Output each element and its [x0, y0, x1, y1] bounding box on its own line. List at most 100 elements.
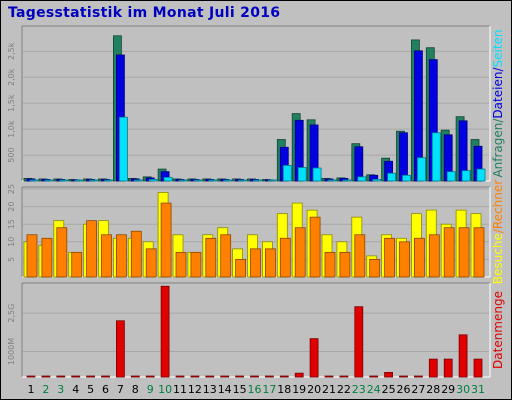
bar-datenmenge-day-16	[250, 375, 259, 378]
bar-seiten-day-24	[372, 179, 382, 182]
bar-datenmenge-day-23	[354, 306, 364, 378]
bar-seiten-day-31	[476, 168, 486, 182]
x-tick-label-day-6: 6	[102, 383, 109, 396]
x-tick-label-day-27: 27	[411, 383, 425, 396]
y-tick-label: 1000M	[7, 338, 16, 365]
x-tick-label-day-14: 14	[218, 383, 232, 396]
bar-rechner-day-10	[160, 202, 172, 278]
bar-seiten-day-18	[282, 165, 292, 182]
bar-rechner-day-7	[116, 234, 127, 278]
y-tick-label: 2,5G	[7, 304, 16, 323]
bar-seiten-day-29	[446, 171, 456, 182]
x-tick-label-day-20: 20	[307, 383, 321, 396]
bar-seiten-day-17	[267, 179, 277, 182]
x-tick-label-day-25: 25	[382, 383, 396, 396]
bar-datenmenge-day-21	[324, 375, 334, 378]
x-tick-label-day-11: 11	[173, 383, 187, 396]
bar-seiten-day-9	[148, 179, 158, 182]
x-tick-label-day-4: 4	[72, 383, 79, 396]
panel-3-background	[22, 283, 490, 377]
panel-1-series-label: Anfragen/Dateien/Seiten	[491, 29, 505, 177]
series-label-part: Anfragen	[491, 123, 505, 178]
x-tick-label-day-12: 12	[188, 383, 202, 396]
bar-datenmenge-day-5	[86, 375, 95, 378]
bar-datenmenge-day-9	[145, 375, 155, 378]
bar-seiten-day-5	[89, 179, 98, 182]
x-tick-label-day-8: 8	[132, 383, 139, 396]
x-tick-label-day-5: 5	[87, 383, 94, 396]
bar-rechner-day-2	[41, 237, 53, 278]
bar-seiten-day-26	[402, 174, 411, 182]
bar-rechner-day-30	[458, 227, 470, 278]
bar-datenmenge-day-4	[71, 375, 81, 378]
bar-rechner-day-8	[130, 230, 142, 278]
bar-datenmenge-day-24	[369, 375, 379, 378]
bar-rechner-day-24	[369, 258, 381, 278]
series-label-part: /	[491, 228, 505, 233]
bar-seiten-day-21	[327, 179, 337, 182]
x-tick-label-day-30: 30	[456, 383, 470, 396]
y-tick-label: 10	[7, 237, 16, 247]
x-tick-label-day-16: 16	[248, 383, 262, 396]
bar-datenmenge-day-6	[101, 375, 110, 378]
bar-datenmenge-day-30	[458, 334, 468, 378]
bar-seiten-day-16	[253, 179, 262, 182]
bar-rechner-day-14	[220, 234, 232, 278]
y-tick-label: 5	[7, 257, 16, 262]
x-tick-label-day-3: 3	[57, 383, 64, 396]
bar-rechner-day-1	[26, 234, 38, 278]
bar-seiten-day-4	[74, 179, 84, 182]
bar-rechner-day-20	[309, 216, 321, 278]
bar-seiten-day-1	[29, 179, 39, 182]
bar-seiten-day-3	[59, 179, 69, 182]
bar-datenmenge-day-7	[116, 320, 125, 378]
bar-rechner-day-13	[205, 237, 217, 278]
series-label-part: Rechner	[491, 180, 505, 229]
bar-datenmenge-day-11	[175, 375, 185, 378]
bar-rechner-day-26	[399, 241, 410, 278]
bar-seiten-day-8	[133, 179, 143, 182]
bar-seiten-day-15	[238, 179, 248, 182]
bar-seiten-day-12	[193, 179, 203, 182]
chart-title: Tagesstatistik im Monat Juli 2016	[8, 5, 281, 21]
bar-datenmenge-day-18	[279, 375, 289, 378]
bar-rechner-day-3	[56, 227, 68, 278]
bar-rechner-day-31	[473, 227, 485, 278]
bar-rechner-day-19	[294, 227, 306, 278]
x-tick-label-day-9: 9	[147, 383, 154, 396]
bar-rechner-day-15	[235, 258, 247, 278]
bar-seiten-day-7	[119, 116, 128, 182]
bar-datenmenge-day-12	[190, 375, 200, 378]
bar-rechner-day-27	[413, 237, 425, 278]
bar-rechner-day-21	[324, 251, 336, 278]
x-tick-label-day-21: 21	[322, 383, 336, 396]
bar-rechner-day-12	[190, 251, 202, 278]
bar-seiten-day-20	[312, 167, 322, 182]
x-tick-label-day-22: 22	[337, 383, 351, 396]
bar-seiten-day-30	[461, 170, 471, 182]
x-tick-label-day-19: 19	[292, 383, 306, 396]
x-tick-label-day-29: 29	[441, 383, 455, 396]
bar-seiten-day-10	[163, 176, 173, 182]
y-tick-label: 1,5k	[7, 94, 16, 112]
bar-datenmenge-day-2	[41, 375, 51, 378]
x-tick-label-day-13: 13	[203, 383, 217, 396]
bar-seiten-day-2	[44, 179, 54, 182]
series-label-part: Seiten	[491, 29, 505, 67]
bar-dateien-day-26	[399, 132, 408, 182]
bar-rechner-day-6	[101, 234, 112, 278]
x-tick-label-day-15: 15	[233, 383, 247, 396]
bar-rechner-day-11	[175, 251, 187, 278]
bar-datenmenge-day-26	[399, 375, 408, 378]
y-tick-label: 2,5k	[7, 42, 16, 60]
bar-rechner-day-9	[145, 248, 157, 278]
bar-datenmenge-day-8	[130, 375, 140, 378]
bar-rechner-day-22	[339, 251, 351, 278]
y-tick-label: 25	[7, 184, 16, 194]
y-tick-label: 1,0k	[7, 120, 16, 138]
bar-seiten-day-23	[357, 176, 367, 182]
x-tick-label-day-1: 1	[28, 383, 35, 396]
x-tick-label-day-24: 24	[367, 383, 381, 396]
panel-3-series-label: Datenmenge	[491, 291, 505, 369]
bar-datenmenge-day-10	[160, 285, 170, 378]
